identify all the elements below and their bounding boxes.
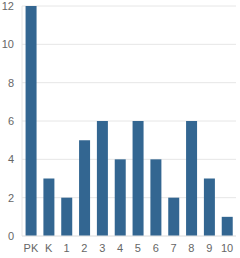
svg-text:6: 6 xyxy=(153,242,159,254)
svg-text:10: 10 xyxy=(221,242,232,254)
svg-text:2: 2 xyxy=(81,242,87,254)
svg-text:4: 4 xyxy=(117,242,123,254)
svg-text:6: 6 xyxy=(8,115,14,127)
svg-text:10: 10 xyxy=(8,38,14,50)
svg-text:PK: PK xyxy=(24,242,39,254)
svg-text:5: 5 xyxy=(135,242,141,254)
svg-text:12: 12 xyxy=(8,0,14,12)
svg-text:0: 0 xyxy=(8,230,14,242)
svg-text:9: 9 xyxy=(206,242,212,254)
svg-text:1: 1 xyxy=(64,242,70,254)
svg-text:4: 4 xyxy=(8,153,14,165)
svg-text:2: 2 xyxy=(8,192,14,204)
svg-text:7: 7 xyxy=(171,242,177,254)
svg-text:8: 8 xyxy=(188,242,194,254)
svg-text:3: 3 xyxy=(99,242,105,254)
svg-text:8: 8 xyxy=(8,77,14,89)
svg-text:K: K xyxy=(45,242,53,254)
